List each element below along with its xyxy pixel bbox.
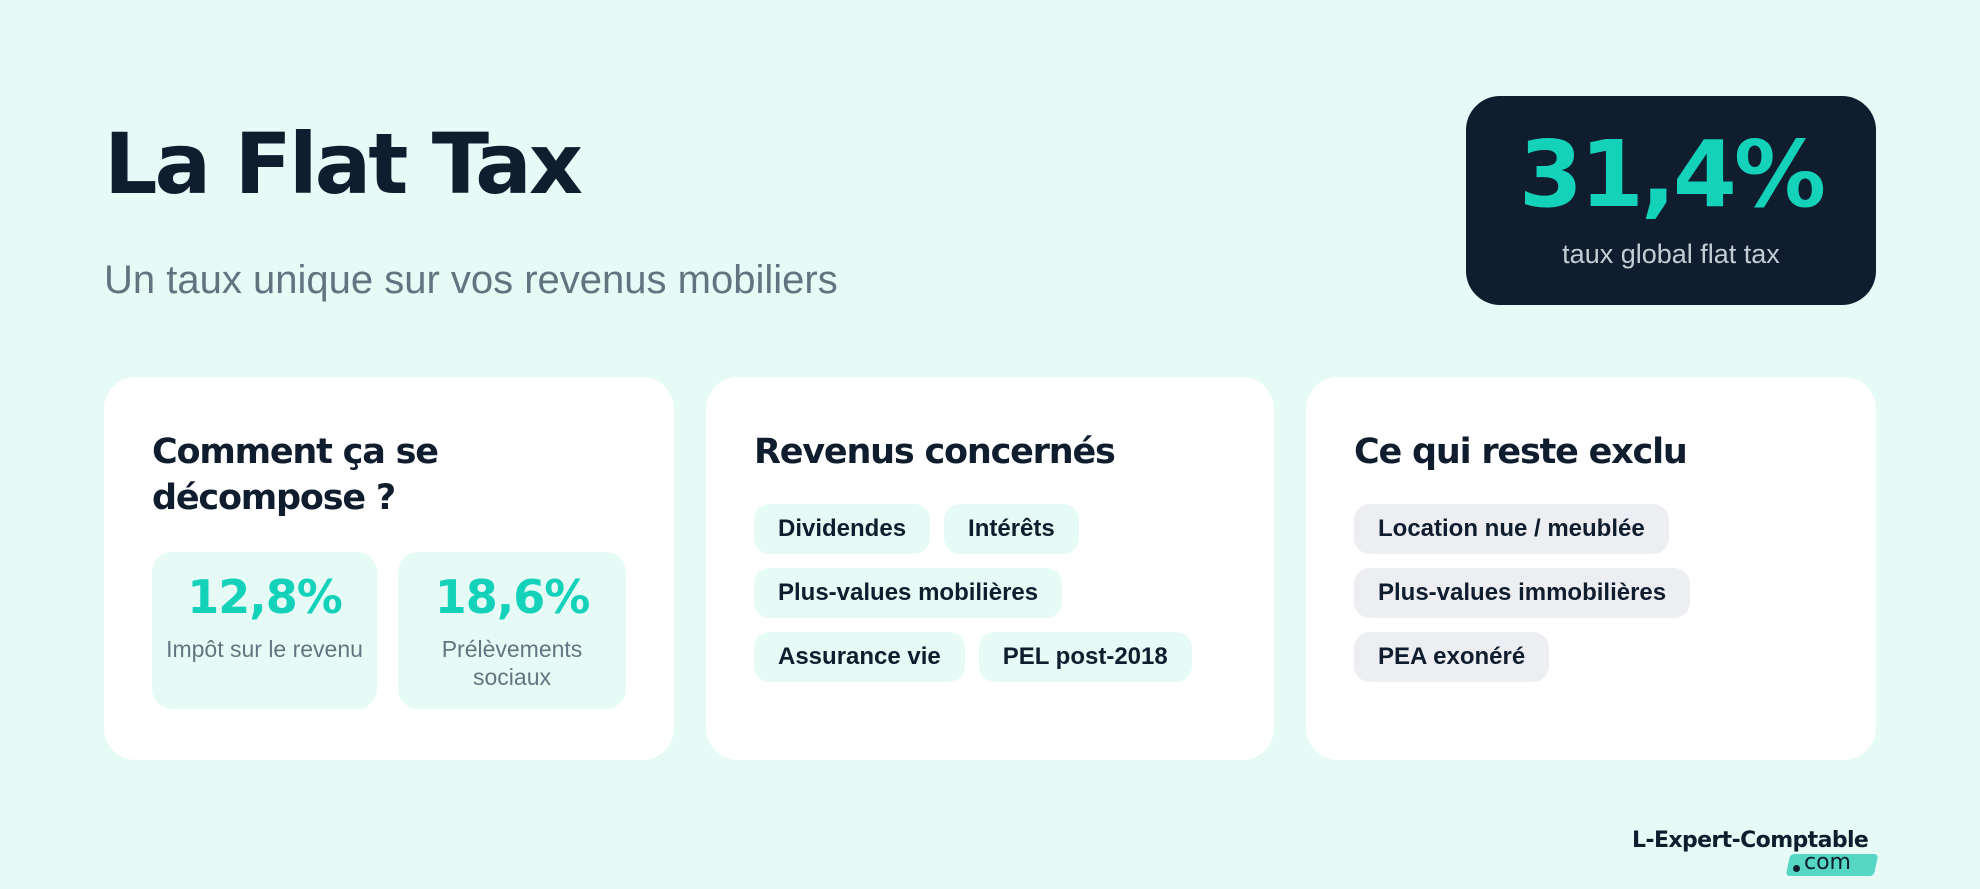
included-income-tags: Dividendes Intérêts Plus-values mobilièr… [754,504,1234,682]
logo-name: L-Expert-Comptable [1632,828,1869,853]
global-rate-box: 31,4% taux global flat tax [1466,96,1876,305]
breakdown-card-title: Comment ça se décompose ? [152,432,439,518]
income-tax-stat: 12,8% Impôt sur le revenu [152,552,377,709]
included-income-card: Revenus concernés Dividendes Intérêts Pl… [706,377,1274,760]
page-title: La Flat Tax [104,115,583,213]
global-rate-label: taux global flat tax [1562,239,1780,269]
social-charges-value: 18,6% [434,570,591,624]
tag-assurance-vie: Assurance vie [754,632,965,682]
logo-suffix: com [1804,850,1851,875]
page-subtitle: Un taux unique sur vos revenus mobiliers [104,258,838,302]
excluded-income-card-title: Ce qui reste exclu [1354,432,1688,472]
social-charges-label: Prélèvements sociaux [441,636,583,690]
tag-dividendes: Dividendes [754,504,931,554]
excluded-income-card: Ce qui reste exclu Location nue / meublé… [1306,377,1876,760]
tag-plus-values-mobilieres: Plus-values mobilières [754,568,1063,618]
income-tax-label: Impôt sur le revenu [166,636,363,662]
income-tax-value: 12,8% [187,570,343,624]
breakdown-card: Comment ça se décompose ? 12,8% Impôt su… [104,377,674,760]
tag-pel-post-2018: PEL post-2018 [978,632,1192,682]
tag-location: Location nue / meublée [1354,504,1669,554]
social-charges-stat: 18,6% Prélèvements sociaux [398,552,626,709]
tag-pea-exonere: PEA exonéré [1354,632,1550,682]
excluded-income-tags: Location nue / meublée Plus-values immob… [1354,504,1834,682]
brand-logo: L-Expert-Comptable com [1632,827,1879,877]
tag-plus-values-immobilieres: Plus-values immobilières [1354,568,1691,618]
tag-interets: Intérêts [944,504,1079,554]
logo-dot-icon [1793,865,1800,872]
included-income-card-title: Revenus concernés [754,432,1116,472]
global-rate-value: 31,4% [1518,121,1826,228]
